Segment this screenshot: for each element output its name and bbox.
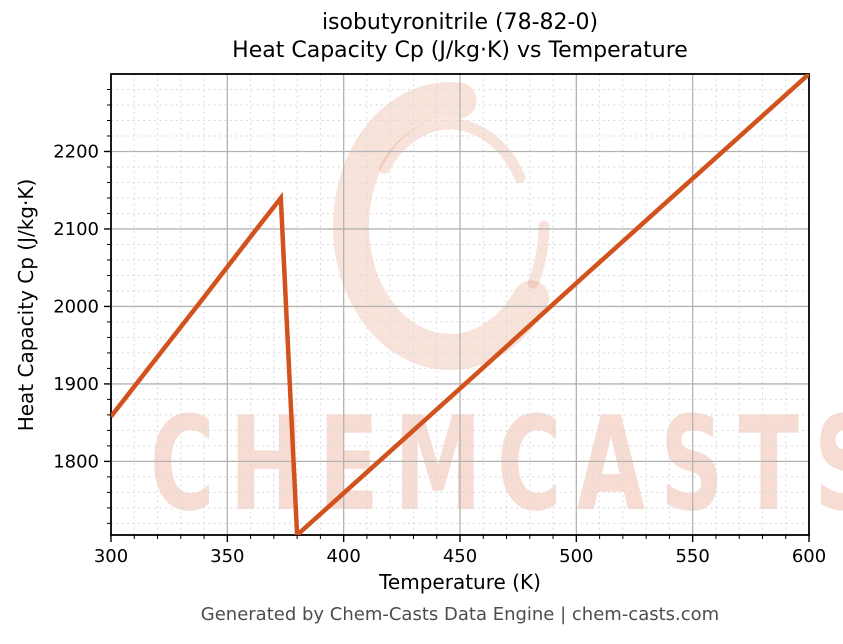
chart-subtitle: Heat Capacity Cp (J/kg·K) vs Temperature (232, 38, 688, 63)
chart-title: isobutyronitrile (78-82-0) (321, 10, 599, 35)
cp-vs-temperature-line (111, 74, 809, 535)
y-tick-label: 1800 (53, 451, 99, 472)
axis-ticks-minor (107, 88, 787, 539)
x-tick-label: 500 (559, 546, 593, 567)
x-tick-label: 600 (792, 546, 826, 567)
x-tick-label: 350 (210, 546, 244, 567)
chart-title-block: isobutyronitrile (78-82-0) Heat Capacity… (111, 9, 809, 65)
y-tick-label: 1900 (53, 374, 99, 395)
y-tick-label: 2200 (53, 141, 99, 162)
tick-labels: 300 350 400 450 500 550 600 1800 1900 2000 2100 220… (53, 141, 826, 567)
x-tick-label: 450 (443, 546, 477, 567)
footer-credit: Generated by Chem-Casts Data Engine | ch… (200, 604, 720, 625)
x-tick-label: 550 (675, 546, 709, 567)
x-tick-label: 400 (326, 546, 360, 567)
y-axis-label: Heat Capacity Cp (J/kg·K) (14, 178, 38, 432)
plot-border (110, 73, 810, 536)
x-tick-label: 300 (94, 546, 128, 567)
grid-major (111, 74, 809, 535)
axis-ticks-major (104, 150, 810, 542)
y-tick-label: 2000 (53, 296, 99, 317)
watermark-logo-icon (332, 81, 550, 371)
y-tick-label: 2100 (53, 219, 99, 240)
x-axis-label: Temperature (K) (379, 570, 541, 594)
